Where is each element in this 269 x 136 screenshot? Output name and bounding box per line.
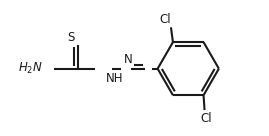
Text: S: S <box>67 31 74 44</box>
Text: Cl: Cl <box>201 112 212 125</box>
Text: $H_2N$: $H_2N$ <box>18 61 43 76</box>
Text: Cl: Cl <box>160 13 171 26</box>
Text: NH: NH <box>106 72 123 85</box>
Text: N: N <box>124 53 132 66</box>
